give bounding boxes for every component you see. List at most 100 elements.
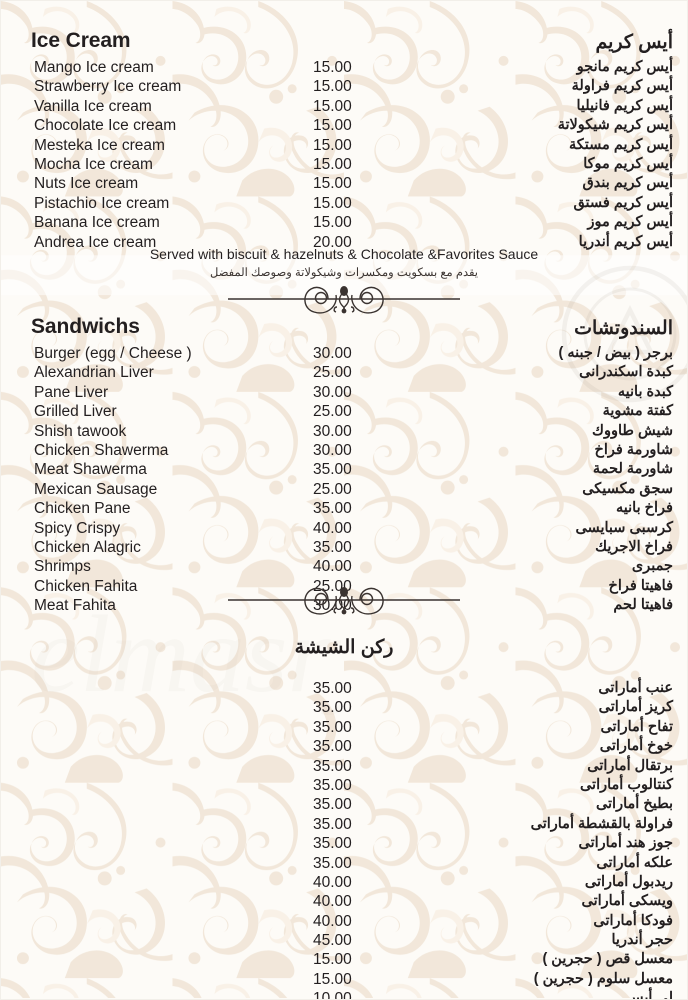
menu-item-price: 30.00 bbox=[313, 345, 352, 362]
menu-item-row: 35.00 علكه أماراتى bbox=[1, 855, 687, 874]
menu-item-price: 15.00 bbox=[313, 136, 352, 154]
menu-item-price: 35.00 bbox=[313, 461, 352, 479]
menu-item-price: 25.00 bbox=[313, 364, 352, 382]
menu-item-row: Chicken Alagric 35.00 فراخ الاجريك bbox=[1, 539, 687, 558]
menu-item-price: 35.00 bbox=[313, 538, 352, 556]
menu-item-row: 35.00 تفاح أماراتى bbox=[1, 719, 687, 738]
menu-item-price: 30.00 bbox=[313, 383, 352, 401]
menu-item-name-ar: فودكا أماراتى bbox=[593, 912, 673, 929]
menu-item-price: 15.00 bbox=[313, 97, 352, 115]
menu-item-name-en: Mexican Sausage bbox=[34, 480, 158, 498]
shisha-item-list: 35.00 عنب أماراتى 35.00 كريز أماراتى 35.00 تف… bbox=[1, 680, 687, 1000]
menu-item-name-ar: أيس كريم بندق bbox=[582, 175, 673, 192]
menu-item-row: 35.00 خوخ أماراتى bbox=[1, 738, 687, 757]
menu-item-row: 35.00 عنب أماراتى bbox=[1, 680, 687, 699]
menu-item-name-ar: أيس كريم موكا bbox=[583, 155, 673, 172]
menu-item-name-ar: عنب أماراتى bbox=[598, 680, 673, 696]
menu-item-name-ar: سجق مكسيكى bbox=[582, 480, 673, 497]
menu-item-price: 40.00 bbox=[313, 912, 352, 930]
menu-item-price: 40.00 bbox=[313, 893, 352, 911]
menu-item-name-en: Spicy Crispy bbox=[34, 519, 121, 537]
menu-item-row: Pane Liver 30.00 كبدة بانيه bbox=[1, 384, 687, 403]
menu-item-name-en: Burger (egg / Cheese ) bbox=[34, 345, 192, 362]
menu-item-name-en: Mesteka Ice cream bbox=[34, 136, 165, 154]
menu-item-price: 10.00 bbox=[313, 990, 352, 1000]
menu-item-row: 15.00 معسل سلوم ( حجرين ) bbox=[1, 971, 687, 990]
menu-item-name-ar: ويسكى أماراتى bbox=[581, 893, 673, 910]
menu-item-row: Vanilla Ice cream 15.00 أيس كريم فانيليا bbox=[1, 98, 687, 117]
menu-item-name-ar: شاورمة فراخ bbox=[594, 441, 673, 458]
menu-item-price: 45.00 bbox=[313, 932, 352, 950]
scroll-flourish-divider-icon bbox=[228, 286, 460, 314]
menu-item-price: 15.00 bbox=[313, 78, 352, 96]
menu-item-name-ar: جمبرى bbox=[631, 558, 673, 575]
menu-item-price: 15.00 bbox=[313, 155, 352, 173]
menu-item-row: Strawberry Ice cream 15.00 أيس كريم فراولة bbox=[1, 78, 687, 97]
menu-item-name-en: Chicken Alagric bbox=[34, 538, 141, 556]
menu-item-name-en: Vanilla Ice cream bbox=[34, 97, 152, 115]
divider-ornament-top bbox=[1, 283, 687, 317]
menu-item-name-ar: برتقال أماراتى bbox=[587, 757, 673, 774]
menu-item-row: 45.00 حجر أندريا bbox=[1, 932, 687, 951]
menu-item-name-ar: جوز هند أماراتى bbox=[578, 835, 673, 852]
section-sandwichs: Sandwichs السندوتشات Burger (egg / Chees… bbox=[1, 315, 687, 616]
menu-item-name-ar: كفتة مشوية bbox=[602, 403, 673, 420]
menu-item-row: 35.00 كنتالوب أماراتى bbox=[1, 777, 687, 796]
menu-item-name-ar: أيس كريم فستق bbox=[573, 194, 673, 211]
menu-item-name-ar: بطيخ أماراتى bbox=[595, 796, 673, 813]
menu-item-price: 35.00 bbox=[313, 815, 352, 833]
scroll-flourish-divider-icon bbox=[228, 587, 460, 615]
menu-item-name-en: Banana Ice cream bbox=[34, 214, 160, 232]
menu-item-name-en: Mocha Ice cream bbox=[34, 155, 153, 173]
menu-item-row: Shrimps 40.00 جمبرى bbox=[1, 558, 687, 577]
menu-item-row: Spicy Crispy 40.00 كرسبى سبايسى bbox=[1, 520, 687, 539]
menu-item-price: 35.00 bbox=[313, 854, 352, 872]
menu-item-name-ar: فراخ بانيه bbox=[616, 500, 673, 517]
menu-item-name-en: Chocolate Ice cream bbox=[34, 117, 177, 135]
ice-cream-title-en: Ice Cream bbox=[31, 29, 131, 52]
menu-item-price: 35.00 bbox=[313, 738, 352, 756]
menu-item-price: 15.00 bbox=[313, 970, 352, 988]
menu-item-price: 15.00 bbox=[313, 194, 352, 212]
menu-item-name-ar: كريز أماراتى bbox=[598, 699, 673, 716]
served-with-note-en: Served with biscuit & hazelnuts & Chocol… bbox=[149, 246, 539, 262]
menu-item-price: 35.00 bbox=[313, 680, 352, 697]
menu-item-row: Banana Ice cream 15.00 أيس كريم موز bbox=[1, 214, 687, 233]
menu-item-name-ar: أيس كريم موز bbox=[587, 214, 673, 231]
sandwichs-header: Sandwichs السندوتشات bbox=[1, 315, 687, 345]
menu-item-name-ar: كرسبى سبايسى bbox=[575, 519, 673, 536]
menu-item-price: 35.00 bbox=[313, 500, 352, 518]
menu-item-name-ar: شيش طاووك bbox=[592, 422, 673, 439]
menu-item-row: 35.00 كريز أماراتى bbox=[1, 699, 687, 718]
menu-item-row: 35.00 فراولة بالقشطة أماراتى bbox=[1, 816, 687, 835]
menu-item-name-ar: علكه أماراتى bbox=[596, 854, 673, 871]
menu-item-name-ar: كبدة بانيه bbox=[617, 383, 673, 400]
menu-item-name-en: Grilled Liver bbox=[34, 403, 117, 421]
menu-item-name-en: Chicken Shawerma bbox=[34, 441, 169, 459]
menu-item-row: Chicken Shawerma 30.00 شاورمة فراخ bbox=[1, 442, 687, 461]
served-with-note-ar: يقدم مع بسكويت ومكسرات وشيكولاتة وصوصك ا… bbox=[210, 267, 478, 279]
menu-item-name-en: Strawberry Ice cream bbox=[34, 78, 182, 96]
served-with-note: Served with biscuit & hazelnuts & Chocol… bbox=[1, 246, 687, 279]
menu-item-row: Pistachio Ice cream 15.00 أيس كريم فستق bbox=[1, 195, 687, 214]
menu-item-price: 25.00 bbox=[313, 403, 352, 421]
menu-item-price: 35.00 bbox=[313, 835, 352, 853]
menu-item-name-ar: حجر أندريا bbox=[611, 932, 673, 949]
ice-cream-title-ar: أيس كريم bbox=[595, 32, 673, 53]
menu-item-row: 35.00 بطيخ أماراتى bbox=[1, 796, 687, 815]
menu-item-row: 35.00 جوز هند أماراتى bbox=[1, 835, 687, 854]
section-ice-cream: Ice Cream أيس كريم Mango Ice cream 15.00 أ… bbox=[1, 29, 687, 253]
menu-item-name-en: Shrimps bbox=[34, 558, 91, 576]
sandwichs-item-list: Burger (egg / Cheese ) 30.00 برجر ( بيض / … bbox=[1, 345, 687, 616]
menu-item-name-ar: كنتالوب أماراتى bbox=[579, 776, 673, 793]
menu-item-name-ar: برجر ( بيض / جبنه ) bbox=[558, 345, 674, 361]
menu-item-row: 10.00 لى أيس bbox=[1, 990, 687, 1000]
menu-item-name-en: Alexandrian Liver bbox=[34, 364, 154, 382]
shisha-section-title: ركن الشيشة bbox=[294, 637, 394, 658]
menu-item-price: 40.00 bbox=[313, 873, 352, 891]
menu-item-name-ar: فراخ الاجريك bbox=[595, 538, 673, 555]
menu-item-name-en: Shish tawook bbox=[34, 422, 127, 440]
menu-item-name-en: Meat Shawerma bbox=[34, 461, 147, 479]
sandwichs-title-en: Sandwichs bbox=[31, 315, 140, 338]
menu-item-name-ar: أيس كريم مستكة bbox=[568, 136, 673, 153]
